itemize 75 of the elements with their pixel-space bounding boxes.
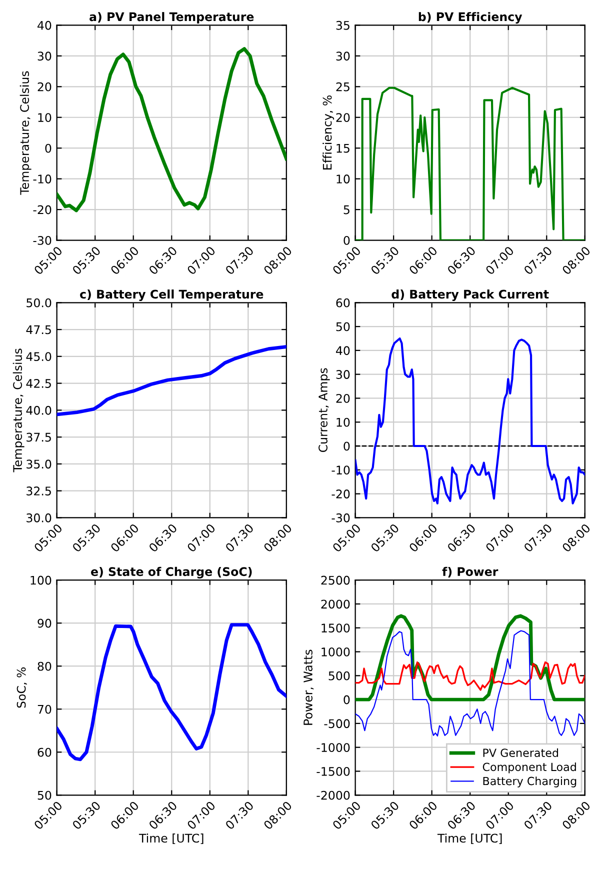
y-tick-label: 60 bbox=[336, 298, 350, 308]
y-axis-title: Temperature, Celsius bbox=[20, 71, 32, 195]
y-tick-label: 0 bbox=[344, 236, 350, 245]
y-tick-label: 500 bbox=[328, 671, 350, 680]
y-tick-label: 35.0 bbox=[26, 460, 52, 469]
y-tick-label: 0 bbox=[344, 695, 350, 704]
y-tick-label: 47.5 bbox=[26, 325, 51, 334]
chart-title: b) PV Efficiency bbox=[418, 12, 522, 24]
legend-label: Battery Charging bbox=[483, 776, 576, 788]
y-tick-label: 60 bbox=[38, 748, 52, 757]
line-series bbox=[56, 344, 286, 416]
y-tick-label: -30 bbox=[332, 513, 350, 522]
y-axis-title: Efficiency, % bbox=[322, 96, 334, 170]
y-tick-label: 0 bbox=[45, 144, 52, 153]
y-tick-label: -2000 bbox=[316, 790, 350, 800]
y-tick-label: 2000 bbox=[321, 600, 350, 609]
y-tick-label: 40.0 bbox=[26, 406, 52, 415]
y-tick-label: 25 bbox=[336, 82, 350, 92]
legend-label: PV Generated bbox=[483, 748, 558, 758]
y-tick-label: 40 bbox=[336, 346, 350, 356]
y-tick-label: 10 bbox=[336, 418, 350, 427]
y-tick-label: 10 bbox=[38, 113, 52, 122]
y-tick-label: 42.5 bbox=[26, 379, 51, 388]
y-tick-label: 30 bbox=[38, 52, 52, 61]
y-tick-label: -500 bbox=[324, 719, 350, 728]
y-tick-label: 50 bbox=[38, 790, 52, 800]
chart-title: d) Battery Pack Current bbox=[392, 290, 549, 302]
y-tick-label: 100 bbox=[30, 576, 52, 585]
y-tick-label: 80 bbox=[38, 662, 52, 671]
line-series bbox=[355, 661, 585, 691]
y-tick-label: 40 bbox=[38, 20, 52, 30]
y-axis-title: SoC, % bbox=[16, 667, 27, 708]
x-axis-title: Time [UTC] bbox=[437, 834, 502, 844]
y-tick-label: 35 bbox=[336, 20, 350, 30]
y-tick-label: 37.5 bbox=[26, 432, 51, 442]
y-tick-label: -1500 bbox=[316, 766, 350, 776]
y-tick-label: 30 bbox=[336, 370, 350, 379]
y-tick-label: 30.0 bbox=[26, 513, 52, 522]
y-tick-label: 90 bbox=[38, 618, 52, 628]
y-axis-title: Current, Amps bbox=[318, 368, 330, 452]
y-tick-label: 30 bbox=[336, 52, 350, 61]
y-tick-label: 1500 bbox=[322, 624, 350, 633]
y-tick-label: -20 bbox=[332, 490, 350, 498]
y-axis-title: Power, Watts bbox=[304, 650, 314, 725]
line-series bbox=[355, 630, 585, 736]
chart-title: c) Battery Cell Temperature bbox=[80, 290, 264, 302]
y-tick-label: 10 bbox=[336, 174, 350, 184]
chart-title: a) PV Panel Temperature bbox=[90, 12, 254, 24]
y-tick-label: 45.0 bbox=[26, 352, 52, 362]
y-tick-label: 0 bbox=[344, 442, 350, 451]
line-series bbox=[355, 614, 585, 702]
y-tick-label: 50.0 bbox=[26, 298, 52, 308]
line-series bbox=[56, 623, 286, 762]
y-tick-label: 20 bbox=[336, 394, 350, 403]
y-tick-label: -10 bbox=[33, 174, 52, 184]
y-tick-label: -20 bbox=[33, 205, 52, 214]
y-tick-label: 1000 bbox=[322, 647, 350, 656]
y-tick-label: 5 bbox=[344, 205, 350, 214]
y-axis-title: Temperature, Celsius bbox=[12, 348, 24, 472]
y-tick-label: 50 bbox=[336, 322, 350, 332]
line-series bbox=[355, 337, 585, 504]
y-tick-label: -10 bbox=[332, 466, 350, 475]
y-tick-label: 2500 bbox=[321, 576, 350, 585]
y-tick-label: 32.5 bbox=[26, 486, 51, 496]
y-tick-label: -1000 bbox=[316, 743, 350, 752]
y-tick-label: 15 bbox=[336, 144, 350, 153]
y-tick-label: 20 bbox=[38, 82, 52, 92]
y-tick-label: 20 bbox=[336, 113, 350, 122]
legend-label: Component Load bbox=[482, 762, 576, 774]
y-tick-label: -30 bbox=[33, 236, 52, 245]
y-tick-label: 70 bbox=[38, 704, 52, 714]
x-axis-title: Time [UTC] bbox=[138, 834, 204, 844]
line-series bbox=[56, 47, 286, 212]
chart-title: f) Power bbox=[442, 566, 498, 578]
chart-title: e) State of Charge (SoC) bbox=[91, 566, 252, 578]
